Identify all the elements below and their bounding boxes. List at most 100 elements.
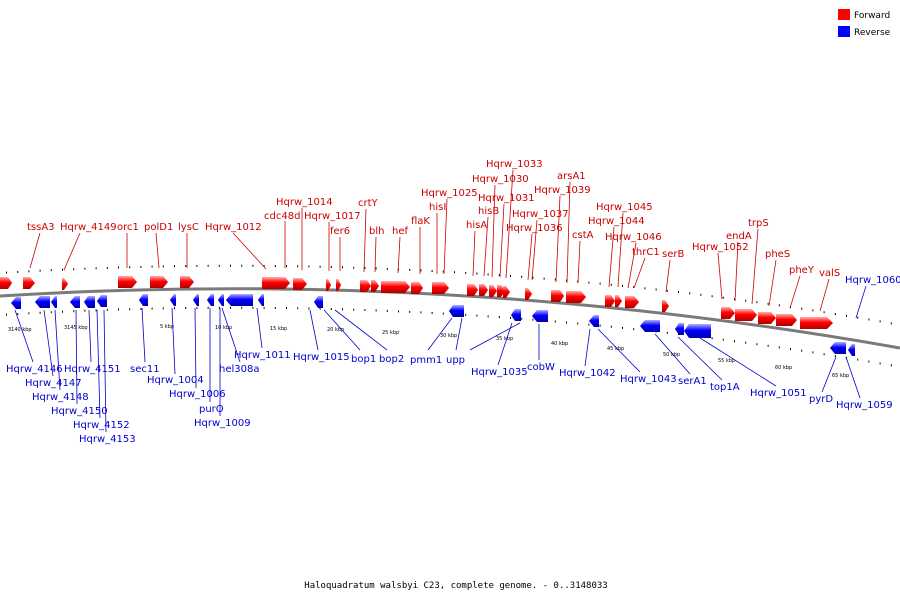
- gene-arrow-reverse[interactable]: [640, 320, 660, 332]
- gene-label-reverse[interactable]: Hqrw_1015: [293, 352, 350, 363]
- gene-arrow-reverse[interactable]: [193, 294, 199, 306]
- gene-label-forward[interactable]: cstA: [572, 230, 594, 241]
- gene-arrow-forward[interactable]: [566, 291, 586, 303]
- gene-label-forward[interactable]: trpS: [748, 218, 769, 229]
- gene-arrow-forward[interactable]: [371, 280, 379, 292]
- gene-arrow-reverse[interactable]: [139, 294, 148, 306]
- gene-arrow-forward[interactable]: [489, 285, 497, 297]
- gene-label-forward[interactable]: Hqrw_1044: [588, 216, 645, 227]
- gene-label-forward[interactable]: lysC: [178, 222, 199, 233]
- gene-arrow-forward[interactable]: [432, 282, 449, 294]
- gene-label-forward[interactable]: Hqrw_1036: [506, 223, 563, 234]
- gene-label-forward[interactable]: hisI: [429, 202, 446, 213]
- gene-label-forward[interactable]: hisA: [466, 220, 487, 231]
- gene-label-reverse[interactable]: upp: [446, 355, 465, 366]
- gene-label-forward[interactable]: Hqrw_1045: [596, 202, 653, 213]
- gene-label-reverse[interactable]: Hqrw_1043: [620, 374, 677, 385]
- gene-arrow-forward[interactable]: [662, 300, 669, 312]
- gene-arrow-forward[interactable]: [150, 276, 168, 288]
- gene-label-forward[interactable]: Hqrw_1039: [534, 185, 591, 196]
- gene-label-reverse[interactable]: Hqrw_4146: [6, 364, 63, 375]
- gene-label-forward[interactable]: thrC1: [632, 247, 660, 258]
- gene-arrow-forward[interactable]: [411, 282, 423, 294]
- gene-label-forward[interactable]: pheS: [765, 249, 790, 260]
- gene-label-reverse[interactable]: Hqrw_1059: [836, 400, 893, 411]
- gene-label-forward[interactable]: Hqrw_1012: [205, 222, 262, 233]
- gene-arrow-forward[interactable]: [525, 288, 532, 300]
- gene-label-reverse[interactable]: sec11: [130, 364, 160, 375]
- gene-label-forward[interactable]: flaK: [411, 216, 430, 227]
- gene-arrow-reverse[interactable]: [675, 323, 684, 335]
- gene-arrow-forward[interactable]: [326, 279, 331, 291]
- gene-arrow-reverse[interactable]: [684, 324, 711, 338]
- gene-arrow-forward[interactable]: [721, 307, 735, 319]
- gene-label-reverse[interactable]: pyrD: [809, 394, 833, 405]
- gene-label-reverse[interactable]: Hqrw_1011: [234, 350, 291, 361]
- gene-arrow-forward[interactable]: [293, 278, 307, 290]
- gene-arrow-forward[interactable]: [800, 317, 833, 329]
- gene-label-forward[interactable]: Hqrw_1031: [478, 193, 535, 204]
- gene-arrow-reverse[interactable]: [35, 296, 50, 308]
- gene-label-forward[interactable]: Hqrw_1052: [692, 242, 749, 253]
- gene-arrow-forward[interactable]: [615, 295, 622, 307]
- gene-label-reverse[interactable]: Hqrw_1004: [147, 375, 204, 386]
- gene-label-reverse[interactable]: bop1: [351, 354, 376, 365]
- gene-label-reverse[interactable]: Hqrw_1060: [845, 275, 900, 286]
- gene-label-reverse[interactable]: Hqrw_1006: [169, 389, 226, 400]
- gene-arrow-forward[interactable]: [360, 280, 371, 292]
- gene-arrow-forward[interactable]: [62, 278, 68, 290]
- gene-label-forward[interactable]: valS: [819, 268, 840, 279]
- gene-label-reverse[interactable]: Hqrw_1051: [750, 388, 807, 399]
- gene-arrow-reverse[interactable]: [848, 344, 855, 356]
- gene-arrow-reverse[interactable]: [226, 294, 253, 306]
- gene-label-forward[interactable]: crtY: [358, 198, 379, 209]
- gene-arrow-forward[interactable]: [381, 281, 410, 293]
- gene-arrow-reverse[interactable]: [314, 296, 323, 308]
- gene-arrow-forward[interactable]: [467, 284, 478, 296]
- gene-arrow-forward[interactable]: [625, 296, 639, 308]
- gene-label-forward[interactable]: serB: [662, 249, 684, 260]
- gene-arrow-reverse[interactable]: [532, 310, 548, 322]
- gene-label-forward[interactable]: orc1: [117, 222, 139, 233]
- gene-arrow-reverse[interactable]: [589, 315, 599, 327]
- gene-arrow-reverse[interactable]: [830, 342, 846, 354]
- gene-arrow-forward[interactable]: [479, 284, 488, 296]
- gene-label-reverse[interactable]: Hqrw_4152: [73, 420, 130, 431]
- gene-label-reverse[interactable]: Hqrw_4151: [64, 364, 121, 375]
- gene-label-reverse[interactable]: Hqrw_4150: [51, 406, 108, 417]
- gene-label-forward[interactable]: polD1: [144, 222, 173, 233]
- gene-label-forward[interactable]: pheY: [789, 265, 815, 276]
- gene-label-reverse[interactable]: Hqrw_1035: [471, 367, 528, 378]
- gene-label-forward[interactable]: cdc48d: [264, 211, 300, 222]
- gene-arrow-forward[interactable]: [180, 276, 194, 288]
- gene-arrow-reverse[interactable]: [11, 297, 21, 309]
- gene-label-reverse[interactable]: top1A: [710, 382, 740, 393]
- gene-label-forward[interactable]: endA: [726, 231, 752, 242]
- gene-label-forward[interactable]: Hqrw_1033: [486, 159, 543, 170]
- gene-label-forward[interactable]: Hqrw_1046: [605, 232, 662, 243]
- gene-label-forward[interactable]: arsA1: [557, 171, 586, 182]
- gene-label-reverse[interactable]: Hqrw_1009: [194, 418, 251, 429]
- gene-arrow-forward[interactable]: [605, 295, 615, 307]
- gene-label-forward[interactable]: hisB: [478, 206, 499, 217]
- gene-label-reverse[interactable]: Hqrw_4148: [32, 392, 89, 403]
- gene-arrow-reverse[interactable]: [218, 294, 224, 306]
- gene-label-reverse[interactable]: purO: [199, 404, 224, 415]
- gene-arrow-forward[interactable]: [776, 314, 797, 326]
- gene-arrow-reverse[interactable]: [70, 296, 80, 308]
- gene-label-forward[interactable]: Hqrw_1014: [276, 197, 333, 208]
- gene-arrow-forward[interactable]: [118, 276, 137, 288]
- gene-arrow-reverse[interactable]: [84, 296, 95, 308]
- gene-label-forward[interactable]: Hqrw_1017: [304, 211, 361, 222]
- gene-label-forward[interactable]: blh: [369, 226, 384, 237]
- gene-label-forward[interactable]: tssA3: [27, 222, 55, 233]
- gene-arrow-reverse[interactable]: [258, 294, 264, 306]
- gene-arrow-forward[interactable]: [551, 290, 564, 302]
- gene-label-reverse[interactable]: bop2: [379, 354, 404, 365]
- gene-label-forward[interactable]: hef: [392, 226, 408, 237]
- gene-arrow-reverse[interactable]: [51, 296, 57, 308]
- gene-arrow-forward[interactable]: [23, 277, 35, 289]
- gene-arrow-reverse[interactable]: [207, 294, 214, 306]
- gene-label-reverse[interactable]: Hqrw_4147: [25, 378, 82, 389]
- gene-arrow-forward[interactable]: [758, 312, 776, 324]
